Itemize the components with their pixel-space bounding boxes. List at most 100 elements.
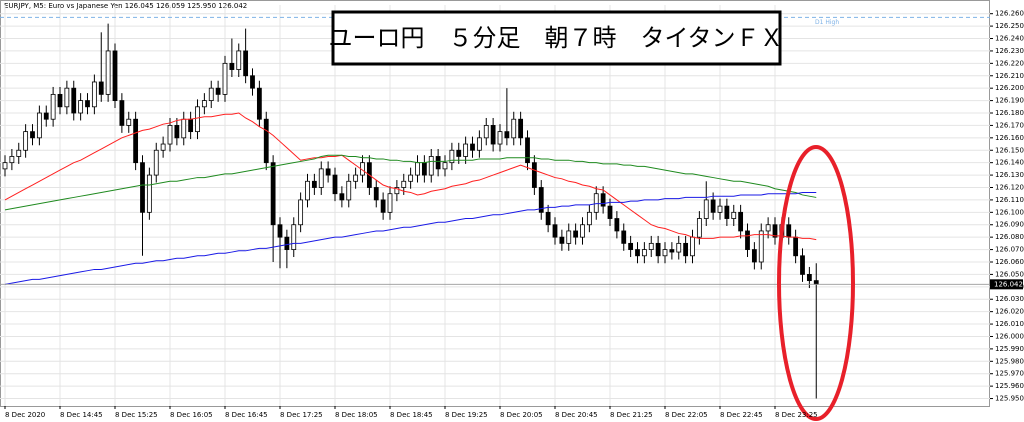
candle-body	[85, 100, 90, 108]
candle-body	[78, 100, 84, 114]
x-tick-label: 8 Dec 2020	[5, 411, 45, 419]
candle-body	[188, 118, 194, 133]
candle-body	[676, 242, 682, 253]
candle-body	[277, 224, 283, 238]
current-price-label: 126.042	[994, 280, 1023, 288]
candle-body	[387, 193, 393, 213]
candle-body	[593, 193, 599, 213]
chart-title: ユーロ円 ５分足 朝７時 タイタンＦＸ	[328, 24, 783, 52]
candle-body	[119, 100, 125, 126]
candle-body	[105, 50, 111, 95]
candle-body	[628, 242, 634, 250]
y-tick-label: 126.130	[995, 171, 1024, 179]
y-tick-label: 125.990	[995, 345, 1024, 353]
y-tick-label: 126.100	[995, 208, 1024, 216]
y-tick-label: 126.000	[995, 332, 1024, 340]
candle-body	[696, 218, 702, 238]
candle-body	[380, 199, 386, 213]
moving-average-line	[4, 154, 817, 211]
candle-body	[724, 205, 730, 219]
y-tick-label: 126.180	[995, 109, 1024, 117]
candle-body	[222, 62, 228, 95]
candle-body	[793, 236, 799, 257]
y-tick-label: 126.020	[995, 308, 1024, 316]
y-tick-label: 125.980	[995, 357, 1024, 365]
y-tick-label: 126.120	[995, 183, 1024, 191]
d1-high-label: D1 High	[815, 19, 839, 26]
candle-body	[16, 149, 22, 157]
candle-body	[394, 187, 400, 195]
candle-body	[195, 106, 200, 133]
candle-body	[607, 205, 613, 219]
candle-body	[236, 50, 242, 70]
candle-body	[401, 180, 407, 188]
y-tick-label: 126.210	[995, 72, 1024, 80]
candle-body	[50, 93, 56, 120]
candle-body	[813, 280, 819, 285]
y-tick-label: 126.060	[995, 258, 1024, 266]
candle-body	[174, 125, 180, 139]
y-tick-label: 126.250	[995, 22, 1024, 30]
candle-body	[786, 224, 792, 238]
x-tick-label: 8 Dec 14:45	[60, 411, 103, 419]
candle-body	[9, 156, 15, 164]
candle-body	[800, 255, 805, 275]
x-tick-label: 8 Dec 20:45	[555, 411, 598, 419]
x-tick-label: 8 Dec 18:45	[390, 411, 433, 419]
title-box	[331, 10, 782, 66]
candle-body	[635, 249, 640, 257]
candle-body	[57, 93, 63, 108]
candle-body	[284, 236, 290, 250]
candle-body	[298, 199, 304, 226]
candle-body	[98, 81, 104, 95]
candle-body	[751, 249, 757, 263]
candle-body	[476, 137, 482, 151]
y-tick-label: 126.200	[995, 84, 1024, 92]
candle-body	[573, 230, 579, 238]
candle-body	[153, 149, 159, 176]
candle-body	[43, 112, 49, 120]
candle-body	[504, 131, 510, 139]
y-tick-label: 126.080	[995, 233, 1024, 241]
candle-body	[662, 249, 668, 257]
candle-body	[373, 187, 379, 201]
y-tick-label: 126.260	[995, 10, 1024, 18]
y-tick-label: 126.070	[995, 246, 1024, 254]
chart-header: EURJPY, M5: Euro vs Japanese Yen 126.045…	[4, 2, 247, 10]
candle-body	[449, 149, 455, 164]
y-tick-label: 126.220	[995, 59, 1024, 67]
candle-body	[580, 224, 585, 238]
candle-body	[566, 230, 572, 244]
x-tick-label: 8 Dec 22:05	[665, 411, 708, 419]
candle-body	[23, 131, 29, 151]
candle-body	[772, 224, 778, 238]
candle-body	[655, 242, 661, 257]
candle-body	[91, 81, 97, 108]
candle-body	[421, 162, 427, 176]
candle-body	[208, 87, 214, 101]
candle-body	[531, 162, 537, 188]
x-tick-label: 8 Dec 16:45	[225, 411, 268, 419]
y-tick-label: 126.110	[995, 196, 1024, 204]
candle-body	[140, 162, 145, 213]
candle-body	[545, 211, 551, 226]
candle-body	[318, 168, 324, 188]
candle-body	[690, 236, 695, 257]
candle-body	[806, 274, 812, 282]
x-tick-label: 8 Dec 21:25	[610, 411, 653, 419]
candle-body	[456, 149, 462, 157]
candle-body	[146, 174, 152, 213]
x-tick-label: 8 Dec 15:25	[115, 411, 158, 419]
y-tick-label: 126.090	[995, 221, 1024, 229]
candle-body	[181, 118, 187, 139]
y-tick-label: 126.010	[995, 320, 1024, 328]
candle-body	[215, 87, 221, 95]
x-tick-label: 8 Dec 18:05	[335, 411, 378, 419]
candle-body	[518, 118, 524, 139]
candle-body	[717, 205, 723, 213]
candle-body	[256, 87, 262, 120]
candle-body	[738, 211, 744, 232]
candle-body	[586, 211, 592, 226]
candle-body	[36, 112, 42, 139]
y-tick-label: 126.230	[995, 47, 1024, 55]
